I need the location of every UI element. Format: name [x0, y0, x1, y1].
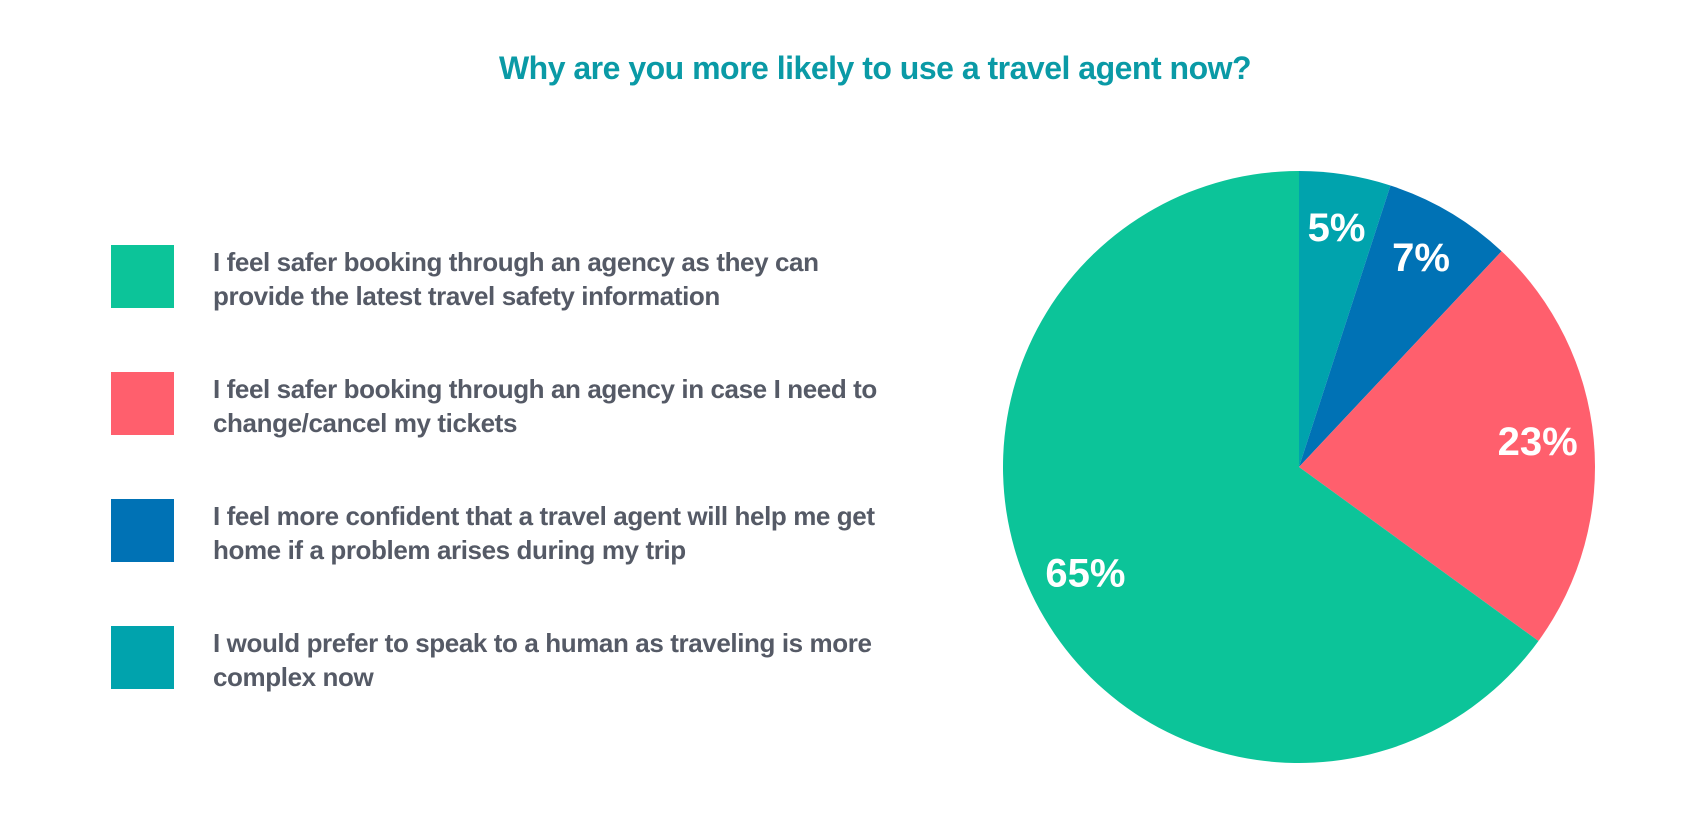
data-label: 65%	[1045, 551, 1125, 595]
legend-swatch	[111, 245, 174, 308]
legend-label: I feel safer booking through an agency i…	[213, 374, 877, 438]
data-label: 7%	[1392, 236, 1450, 280]
pie-slice	[1299, 171, 1391, 467]
data-label: 23%	[1498, 420, 1578, 464]
legend-item: I would prefer to speak to a human as tr…	[111, 626, 911, 696]
legend-label: I would prefer to speak to a human as tr…	[213, 628, 872, 692]
legend-swatch	[111, 372, 174, 435]
pie-slice	[1299, 251, 1595, 641]
legend-item: I feel safer booking through an agency a…	[111, 245, 911, 315]
legend-swatch	[111, 499, 174, 562]
pie-slice	[1002, 171, 1539, 764]
legend-item: I feel more confident that a travel agen…	[111, 499, 911, 569]
legend-label: I feel more confident that a travel agen…	[213, 501, 875, 565]
legend-swatch	[111, 626, 174, 689]
data-label: 5%	[1308, 206, 1366, 250]
legend-label: I feel safer booking through an agency a…	[213, 247, 819, 311]
legend-item: I feel safer booking through an agency i…	[111, 372, 911, 442]
chart-title: Why are you more likely to use a travel …	[498, 50, 1252, 86]
pie-slice	[1299, 185, 1502, 467]
